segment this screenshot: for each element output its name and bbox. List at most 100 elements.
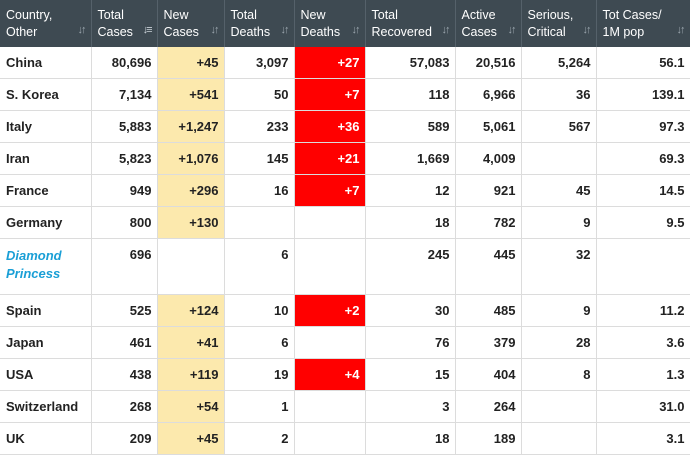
- cell-tot-cases-per-1m: 139.1: [596, 78, 690, 111]
- column-header-total-cases[interactable]: Total Cases ↓≡: [91, 0, 158, 47]
- cell-country: France: [0, 174, 92, 207]
- cell-active-cases: 264: [455, 390, 522, 423]
- cell-total-recovered: 57,083: [365, 47, 456, 79]
- cell-active-cases: 379: [455, 326, 522, 359]
- cell-new-cases: +45: [157, 422, 225, 455]
- cell-total-recovered: 76: [365, 326, 456, 359]
- cell-new-deaths: [294, 390, 366, 423]
- cell-new-deaths: +21: [294, 142, 366, 175]
- cell-total-deaths: [224, 206, 295, 239]
- column-header-country[interactable]: Country, Other ↓↑: [0, 0, 92, 47]
- cell-new-deaths: +2: [294, 294, 366, 327]
- cell-new-cases: +119: [157, 358, 225, 391]
- column-header-label-line1: Total: [371, 8, 398, 22]
- cell-new-deaths: +7: [294, 174, 366, 207]
- column-header-label-line2: Deaths: [300, 25, 341, 39]
- cell-total-recovered: 3: [365, 390, 456, 423]
- cell-total-deaths: 50: [224, 78, 295, 111]
- cell-new-cases: +54: [157, 390, 225, 423]
- cell-serious-critical: 9: [521, 294, 597, 327]
- column-header-new-cases[interactable]: New Cases ↓↑: [157, 0, 225, 47]
- cell-new-cases: [157, 238, 225, 295]
- sort-updown-icon[interactable]: ↓↑: [507, 24, 517, 36]
- cell-tot-cases-per-1m: 3.1: [596, 422, 690, 455]
- column-header-serious-critical[interactable]: Serious, Critical ↓↑: [521, 0, 597, 47]
- cell-serious-critical: [521, 422, 597, 455]
- column-header-total-recovered[interactable]: Total Recovered ↓↑: [365, 0, 456, 47]
- column-header-new-deaths[interactable]: New Deaths ↓↑: [294, 0, 366, 47]
- sort-updown-icon[interactable]: ↓↑: [582, 24, 592, 36]
- cell-tot-cases-per-1m: 9.5: [596, 206, 690, 239]
- cell-total-recovered: 18: [365, 206, 456, 239]
- sort-updown-icon[interactable]: ↓↑: [210, 24, 220, 36]
- table-row: Italy 5,883 +1,247 233 +36 589 5,061 567 97.3: [0, 110, 690, 143]
- cell-tot-cases-per-1m: 31.0: [596, 390, 690, 423]
- cell-active-cases: 6,966: [455, 78, 522, 111]
- cell-country: Japan: [0, 326, 92, 359]
- cell-total-recovered: 18: [365, 422, 456, 455]
- cell-total-recovered: 245: [365, 238, 456, 295]
- cell-total-cases: 949: [91, 174, 158, 207]
- cell-total-recovered: 12: [365, 174, 456, 207]
- cell-active-cases: 445: [455, 238, 522, 295]
- cell-total-deaths: 233: [224, 110, 295, 143]
- column-header-label-line2: Deaths: [230, 25, 271, 39]
- column-header-label-line1: New: [300, 8, 326, 22]
- cell-total-deaths: 1: [224, 390, 295, 423]
- cell-country: China: [0, 47, 92, 79]
- cell-total-deaths: 10: [224, 294, 295, 327]
- sort-updown-icon[interactable]: ↓↑: [351, 24, 361, 36]
- cell-active-cases: 4,009: [455, 142, 522, 175]
- cell-total-deaths: 145: [224, 142, 295, 175]
- cell-serious-critical: 5,264: [521, 47, 597, 79]
- sort-updown-icon[interactable]: ↓↑: [676, 24, 686, 36]
- cell-new-cases: +124: [157, 294, 225, 327]
- cell-total-cases: 5,823: [91, 142, 158, 175]
- column-header-label-line1: New: [163, 8, 189, 22]
- cell-tot-cases-per-1m: 14.5: [596, 174, 690, 207]
- cell-total-recovered: 30: [365, 294, 456, 327]
- sort-updown-icon[interactable]: ↓↑: [280, 24, 290, 36]
- cell-country: USA: [0, 358, 92, 391]
- cell-country: Spain: [0, 294, 92, 327]
- table-row: China 80,696 +45 3,097 +27 57,083 20,516 5,264 5…: [0, 47, 690, 79]
- cell-new-deaths: +4: [294, 358, 366, 391]
- cell-new-deaths: +7: [294, 78, 366, 111]
- column-header-label-line2: Cases: [97, 25, 133, 39]
- cell-new-cases: +541: [157, 78, 225, 111]
- cell-total-recovered: 589: [365, 110, 456, 143]
- cell-new-cases: +130: [157, 206, 225, 239]
- sort-updown-icon[interactable]: ↓↑: [441, 24, 451, 36]
- column-header-label-line1: Serious,: [527, 8, 574, 22]
- cell-new-cases: +296: [157, 174, 225, 207]
- cell-total-cases: 525: [91, 294, 158, 327]
- cell-total-cases: 5,883: [91, 110, 158, 143]
- sort-desc-icon[interactable]: ↓≡: [142, 24, 153, 36]
- cell-new-deaths: +36: [294, 110, 366, 143]
- cell-new-cases: +1,076: [157, 142, 225, 175]
- cell-country: Germany: [0, 206, 92, 239]
- column-header-label-line1: Country,: [6, 8, 53, 22]
- cell-serious-critical: 36: [521, 78, 597, 111]
- table-row: Japan 461 +41 6 76 379 28 3.6: [0, 326, 690, 359]
- column-header-total-deaths[interactable]: Total Deaths ↓↑: [224, 0, 295, 47]
- cell-tot-cases-per-1m: 69.3: [596, 142, 690, 175]
- cell-country[interactable]: Diamond Princess: [0, 238, 92, 295]
- cell-total-deaths: 6: [224, 238, 295, 295]
- table-row: France 949 +296 16 +7 12 921 45 14.5: [0, 174, 690, 207]
- column-header-label-line2: 1M pop: [602, 25, 645, 39]
- column-header-label-line1: Total: [230, 8, 257, 22]
- cell-total-cases: 80,696: [91, 47, 158, 79]
- column-header-tot-cases-per-1m[interactable]: Tot Cases/1M pop ↓↑: [596, 0, 690, 47]
- sort-updown-icon[interactable]: ↓↑: [77, 24, 87, 36]
- cell-new-deaths: [294, 326, 366, 359]
- column-header-active-cases[interactable]: Active Cases ↓↑: [455, 0, 522, 47]
- cell-total-cases: 438: [91, 358, 158, 391]
- header-row: Country, Other ↓↑ Total Cases ↓≡ New Cases ↓↑ Tot…: [0, 0, 690, 47]
- cell-new-cases: +45: [157, 47, 225, 79]
- cell-serious-critical: 567: [521, 110, 597, 143]
- cell-total-deaths: 3,097: [224, 47, 295, 79]
- cell-total-deaths: 6: [224, 326, 295, 359]
- column-header-label-line2: Cases: [461, 25, 497, 39]
- cell-country: Switzerland: [0, 390, 92, 423]
